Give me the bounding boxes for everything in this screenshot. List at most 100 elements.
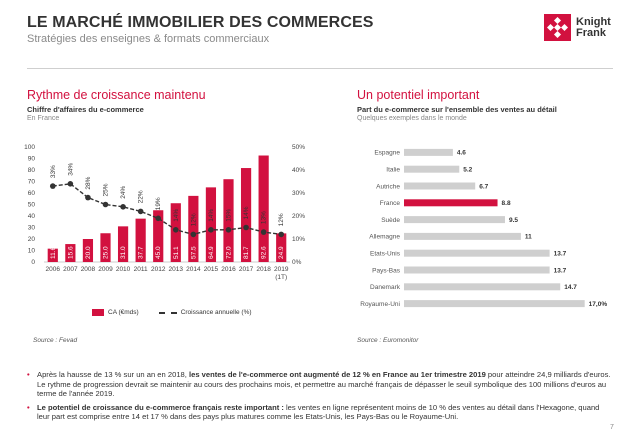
bar-2007	[65, 244, 76, 262]
ecommerce-share-chart: Espagne 4.6 Italie 5.2 Autriche 6.7 France 8.8 S…	[360, 148, 608, 308]
x-tick-label: 2009	[98, 266, 113, 273]
x-tick-label: 2015	[204, 266, 219, 273]
country-label: Autriche	[376, 183, 400, 190]
hbar-value-label: 8.8	[502, 200, 511, 207]
growth-value-label: 14%	[243, 206, 250, 219]
bar-2012	[153, 210, 164, 262]
hbar-Royaume-Uni	[404, 300, 585, 308]
growth-point	[67, 181, 74, 187]
y-left-tick-label: 10	[28, 248, 36, 255]
diamond-grid-icon	[544, 14, 571, 41]
growth-value-label: 12%	[278, 213, 285, 226]
hbar-Italie	[404, 165, 460, 173]
y-right-tick-label: 50%	[292, 144, 305, 151]
brand-logo: Knight Frank	[544, 14, 611, 41]
x-tick-label: 2011	[134, 266, 148, 273]
y-left-tick-label: 50	[28, 202, 36, 209]
growth-value-label: 15%	[226, 209, 233, 222]
y-right-tick-label: 0%	[292, 259, 302, 266]
logo-line1: Knight	[576, 15, 611, 28]
growth-value-label: 33%	[50, 165, 57, 178]
commentary: • Après la hausse de 13 % sur un an en 2…	[27, 370, 612, 426]
growth-value-label: 12%	[190, 213, 197, 226]
growth-point	[225, 227, 232, 233]
bar-2006	[47, 248, 58, 262]
x-tick-label: 2010	[116, 266, 131, 273]
y-left-tick-label: 60	[28, 190, 36, 197]
bar-2008	[82, 239, 94, 262]
left-chart-source: Source : Fevad	[33, 337, 78, 344]
left-chart-legend: CA (€mds) Croissance annuelle (%)	[92, 309, 252, 316]
bullet-marker: •	[27, 402, 30, 412]
growth-line	[52, 183, 282, 236]
left-panel-subheading: Chiffre d'affaires du e-commerce	[27, 105, 144, 114]
y-left-tick-label: 20	[28, 236, 36, 243]
hbar-Pays-Bas	[404, 266, 550, 274]
growth-point	[260, 229, 267, 235]
bullet-bold-text: les ventes de l'e-commerce ont augmenté …	[188, 370, 486, 379]
country-label: Pays-Bas	[372, 267, 401, 274]
growth-value-label: 34%	[67, 163, 74, 176]
growth-point	[243, 224, 249, 231]
bar-2014	[188, 195, 199, 262]
bar-value-label: 51.1	[173, 246, 180, 259]
hbar-value-label: 6.7	[479, 183, 488, 190]
legend-line-swatch	[158, 311, 177, 314]
bar-2016	[223, 179, 234, 262]
x-tick-label: 2018	[256, 266, 271, 273]
x-tick-label: 2014	[186, 266, 201, 273]
y-right-tick-label: 10%	[292, 236, 305, 243]
bar-2019	[276, 233, 287, 262]
hbar-value-label: 17,0%	[589, 301, 608, 308]
bar-value-label: 92.6	[261, 246, 268, 259]
hbar-value-label: 5.2	[463, 167, 472, 174]
bar-value-label: 20.0	[85, 246, 92, 259]
growth-point	[102, 201, 109, 208]
bullet-marker: •	[27, 370, 30, 379]
y-left-tick-label: 100	[24, 144, 35, 151]
country-label: Danemark	[370, 284, 401, 291]
country-label: Etats-Unis	[370, 251, 401, 258]
page-number: 7	[610, 424, 614, 431]
growth-value-label: 14%	[173, 209, 180, 222]
growth-point	[49, 183, 56, 189]
y-left-tick-label: 70	[28, 179, 36, 186]
country-label: Suède	[381, 217, 400, 224]
ecommerce-revenue-chart: 0 10 20 30 40 50 60 70 80 90 100 0% 10% 20% 30% 40% 50% 1…	[24, 144, 305, 281]
bullet-item: • Le potentiel de croissance du e-commer…	[27, 403, 612, 422]
right-panel-subheading: Part du e-commerce sur l'ensemble des ve…	[357, 105, 557, 114]
hbar-value-label: 4.6	[457, 150, 466, 157]
bar-2011	[135, 218, 146, 262]
country-label: Italie	[386, 167, 400, 174]
x-tick-sublabel: (1T)	[275, 274, 287, 281]
growth-point	[155, 215, 162, 222]
growth-value-label: 28%	[85, 176, 92, 189]
hbar-value-label: 14.7	[564, 284, 577, 291]
hbar-Suède	[404, 216, 505, 224]
bar-value-label: 81.7	[243, 246, 250, 259]
growth-point	[137, 208, 144, 215]
x-tick-label: 2017	[239, 266, 254, 273]
right-chart-source: Source : Euromonitor	[357, 337, 419, 344]
bar-value-label: 57.5	[190, 246, 197, 259]
page-title: LE MARCHÉ IMMOBILIER DES COMMERCES	[27, 14, 374, 31]
growth-value-label: 22%	[138, 190, 145, 203]
legend-bar-swatch	[92, 309, 104, 316]
country-label: Allemagne	[369, 234, 400, 241]
country-label: France	[380, 200, 401, 207]
legend-line-label: Croissance annuelle (%)	[180, 309, 252, 316]
y-left-tick-label: 40	[28, 213, 36, 220]
growth-point	[85, 194, 91, 201]
bar-value-label: 45.0	[155, 246, 162, 259]
left-panel-note: En France	[27, 115, 60, 122]
growth-point	[172, 227, 179, 233]
hbar-Espagne	[404, 148, 453, 156]
bar-value-label: 25.0	[103, 246, 110, 259]
right-panel-heading: Un potentiel important	[357, 88, 480, 102]
country-label: Espagne	[374, 150, 400, 157]
hbar-value-label: 9.5	[509, 217, 518, 224]
hbar-value-label: 13.7	[554, 267, 567, 274]
growth-point	[208, 227, 214, 233]
y-right-tick-label: 20%	[292, 213, 305, 220]
